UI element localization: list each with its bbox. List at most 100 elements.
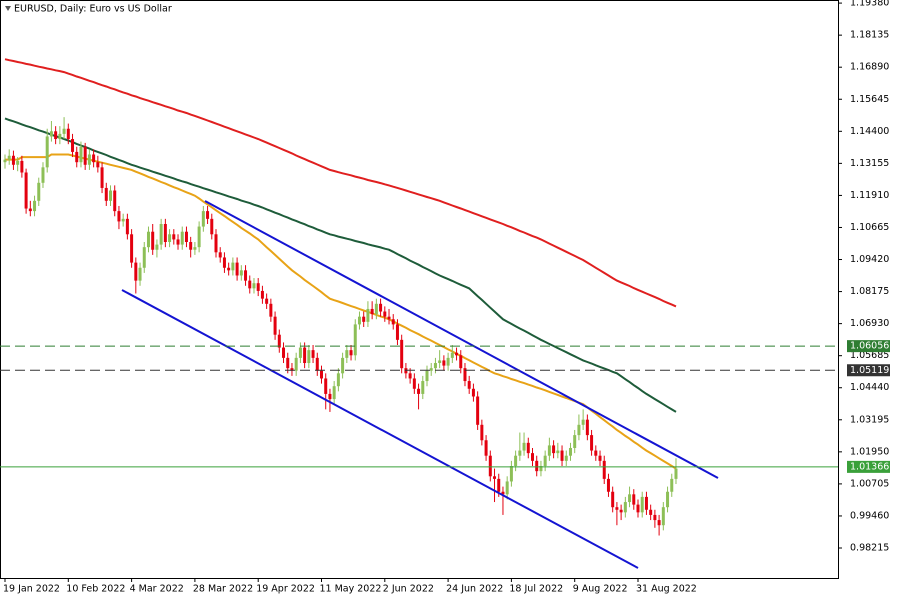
candle-body bbox=[501, 491, 505, 495]
candle-body bbox=[184, 231, 188, 243]
candle-body bbox=[670, 478, 674, 492]
candle-body bbox=[151, 231, 155, 250]
candle-body bbox=[644, 496, 648, 510]
candle-body bbox=[666, 491, 670, 508]
candle-body bbox=[543, 455, 547, 467]
candle-body bbox=[214, 234, 218, 253]
moving-average bbox=[4, 117, 677, 413]
candle-body bbox=[197, 226, 201, 248]
candle-body bbox=[336, 373, 340, 387]
candle-body bbox=[505, 481, 509, 495]
y-tick-label: 1.03195 bbox=[850, 414, 889, 425]
candle-body bbox=[497, 478, 501, 492]
candle-body bbox=[49, 131, 53, 137]
candle-body bbox=[640, 496, 644, 513]
candle-body bbox=[201, 211, 205, 227]
candle-body bbox=[54, 131, 58, 140]
candle-body bbox=[455, 352, 459, 356]
title-icon bbox=[5, 6, 11, 11]
candle-body bbox=[307, 350, 311, 364]
candle-body bbox=[235, 262, 239, 276]
y-tick-label: 1.09420 bbox=[850, 254, 889, 265]
candle-body bbox=[113, 190, 117, 212]
candle-body bbox=[661, 507, 665, 526]
candle-body bbox=[467, 381, 471, 389]
candle-body bbox=[509, 466, 513, 482]
candle-body bbox=[623, 502, 627, 513]
candle-body bbox=[298, 347, 302, 358]
candle-body bbox=[547, 445, 551, 456]
candle-body bbox=[71, 139, 75, 152]
x-tick-label: 18 Jul 2022 bbox=[509, 584, 563, 595]
candle-body bbox=[480, 424, 484, 441]
candle-body bbox=[370, 308, 374, 315]
candle-body bbox=[180, 231, 184, 245]
candle-body bbox=[463, 368, 467, 382]
candle-body bbox=[79, 146, 83, 163]
candle-body bbox=[146, 231, 150, 248]
candle-body bbox=[526, 442, 530, 454]
candle-body bbox=[172, 234, 176, 240]
y-tick-label: 1.18135 bbox=[850, 30, 889, 41]
candle-body bbox=[539, 466, 543, 472]
candle-body bbox=[332, 386, 336, 400]
channel-upper bbox=[204, 200, 719, 479]
plot-frame bbox=[0, 0, 839, 579]
candle-body bbox=[657, 520, 661, 526]
candle-body bbox=[374, 303, 378, 315]
moving-average bbox=[5, 153, 677, 470]
candle-body bbox=[345, 350, 349, 358]
candle-body bbox=[320, 370, 323, 379]
candle-body bbox=[20, 160, 24, 173]
candle-body bbox=[488, 455, 492, 477]
x-tick-label: 19 Apr 2022 bbox=[256, 584, 315, 595]
candle-body bbox=[37, 182, 41, 201]
candle-body bbox=[159, 223, 163, 245]
price-tag-label: 1.05119 bbox=[850, 365, 889, 376]
candle-body bbox=[590, 435, 594, 451]
candle-body bbox=[606, 478, 610, 492]
candle-body bbox=[531, 453, 534, 461]
candle-body bbox=[66, 128, 70, 140]
candle-body bbox=[518, 450, 522, 456]
candle-body bbox=[357, 316, 361, 325]
candle-body bbox=[92, 154, 96, 163]
candle-body bbox=[564, 455, 568, 461]
candle-body bbox=[556, 450, 560, 454]
trendlines bbox=[121, 200, 719, 569]
candle-body bbox=[125, 218, 129, 235]
x-tick-label: 11 May 2022 bbox=[320, 584, 382, 595]
candle-body bbox=[62, 128, 66, 134]
candle-body bbox=[560, 450, 564, 461]
candle-body bbox=[282, 347, 286, 358]
candle-body bbox=[353, 324, 357, 356]
channel-lower bbox=[121, 289, 639, 569]
candle-layer bbox=[3, 117, 678, 536]
x-tick-label: 4 Mar 2022 bbox=[130, 584, 184, 595]
candle-body bbox=[7, 155, 11, 160]
candle-body bbox=[632, 494, 636, 505]
y-tick-label: 0.98215 bbox=[850, 543, 889, 554]
candle-body bbox=[400, 339, 404, 369]
candle-body bbox=[362, 316, 366, 322]
candle-body bbox=[75, 151, 79, 163]
candle-body bbox=[273, 316, 277, 335]
candle-body bbox=[269, 303, 273, 317]
candle-body bbox=[290, 368, 294, 371]
candle-body bbox=[239, 270, 243, 276]
y-tick-label: 1.04440 bbox=[850, 382, 889, 393]
candle-body bbox=[28, 208, 32, 212]
candle-body bbox=[484, 440, 488, 456]
candle-body bbox=[134, 262, 138, 281]
candle-body bbox=[3, 159, 7, 163]
candle-body bbox=[130, 234, 134, 263]
candle-body bbox=[391, 319, 395, 325]
price-tag-label: 1.01366 bbox=[850, 461, 889, 472]
x-tick-label: 2 Jun 2022 bbox=[383, 584, 434, 595]
candle-body bbox=[471, 388, 475, 397]
candle-body bbox=[104, 187, 108, 201]
candle-body bbox=[383, 311, 387, 317]
candle-body bbox=[446, 357, 450, 366]
candle-body bbox=[294, 357, 298, 371]
